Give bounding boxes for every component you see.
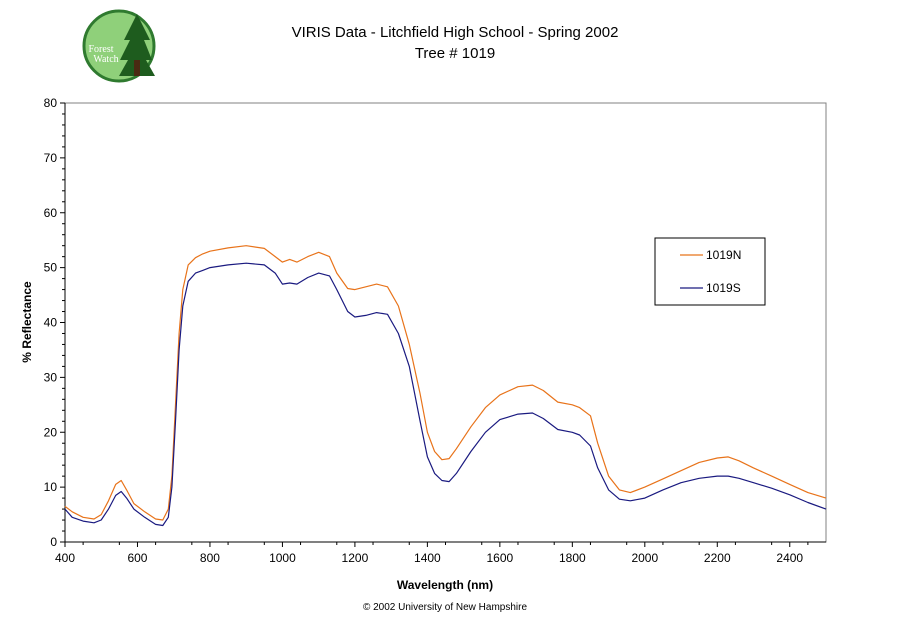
y-tick-label: 80 [44,96,58,110]
y-tick-label: 50 [44,261,58,275]
plot-area [64,102,827,543]
x-tick-label: 1200 [342,551,369,565]
x-tick-label: 1600 [487,551,514,565]
x-axis-title: Wavelength (nm) [397,578,493,592]
x-tick-label: 1400 [414,551,441,565]
series-line-1019n [64,245,827,521]
chart-subtitle: Tree # 1019 [415,45,495,62]
copyright-footer: © 2002 University of New Hampshire [363,602,528,613]
x-tick-label: 2200 [704,551,731,565]
legend-label-1019s: 1019S [706,281,741,295]
x-tick-label: 400 [55,551,75,565]
tree-icon [119,14,155,76]
y-axis-title: % Reflectance [20,281,34,363]
series-line-1019s [64,262,827,527]
forest-watch-logo: Forest Watch [82,9,156,83]
y-tick-label: 30 [44,370,58,384]
y-tick-label: 10 [44,480,58,494]
series-lines [64,245,827,527]
x-tick-label: 1000 [269,551,296,565]
y-tick-label: 0 [50,535,57,549]
legend: 1019N 1019S [654,237,766,306]
chart-title: VIRIS Data - Litchfield High School - Sp… [292,24,619,41]
x-tick-label: 600 [127,551,147,565]
y-tick-label: 70 [44,151,58,165]
logo-text-line2: Watch [93,54,118,65]
logo-text-line1: Forest [89,44,114,55]
x-tick-label: 2400 [776,551,803,565]
legend-box [654,237,766,306]
x-tick-label: 800 [200,551,220,565]
y-tick-label: 20 [44,425,58,439]
axis-ticks: 0 10 20 30 40 50 60 70 80 400 600 800 1000 1200 1400 16… [44,96,809,565]
legend-label-1019n: 1019N [706,248,741,262]
x-tick-label: 1800 [559,551,586,565]
y-tick-label: 60 [44,206,58,220]
x-tick-label: 2000 [631,551,658,565]
y-tick-label: 40 [44,316,58,330]
